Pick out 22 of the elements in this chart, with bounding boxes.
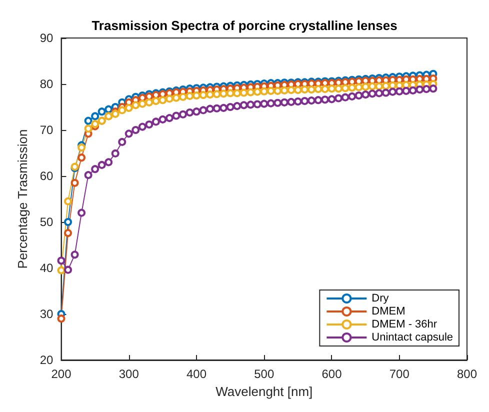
y-axis-title: Percentage Trasmission <box>15 129 30 269</box>
y-tick-label: 20 <box>40 353 54 367</box>
x-tick-label: 300 <box>118 367 140 381</box>
x-tick-label: 700 <box>389 367 410 381</box>
y-tick-label: 60 <box>40 169 54 183</box>
legend-label: Unintact capsule <box>372 332 454 344</box>
x-tick-label: 400 <box>186 367 207 381</box>
legend-label: DMEM - 36hr <box>372 318 438 330</box>
x-axis-title: Wavelenght [nm] <box>216 384 313 399</box>
x-tick-label: 800 <box>456 367 478 381</box>
y-tick-label: 80 <box>40 77 54 91</box>
x-tick-label: 200 <box>51 367 72 381</box>
chart-title: Trasmission Spectra of porcine crystalline lenses <box>92 18 398 33</box>
legend-label: DMEM <box>372 306 406 318</box>
y-tick-label: 70 <box>40 123 54 137</box>
y-tick-label: 40 <box>40 261 54 275</box>
x-tick-label: 500 <box>254 367 274 381</box>
y-tick-label: 30 <box>40 307 54 321</box>
legend-label: Dry <box>372 292 390 304</box>
y-tick-label: 90 <box>40 31 54 45</box>
y-tick-label: 50 <box>40 215 54 229</box>
x-tick-label: 600 <box>322 367 342 381</box>
